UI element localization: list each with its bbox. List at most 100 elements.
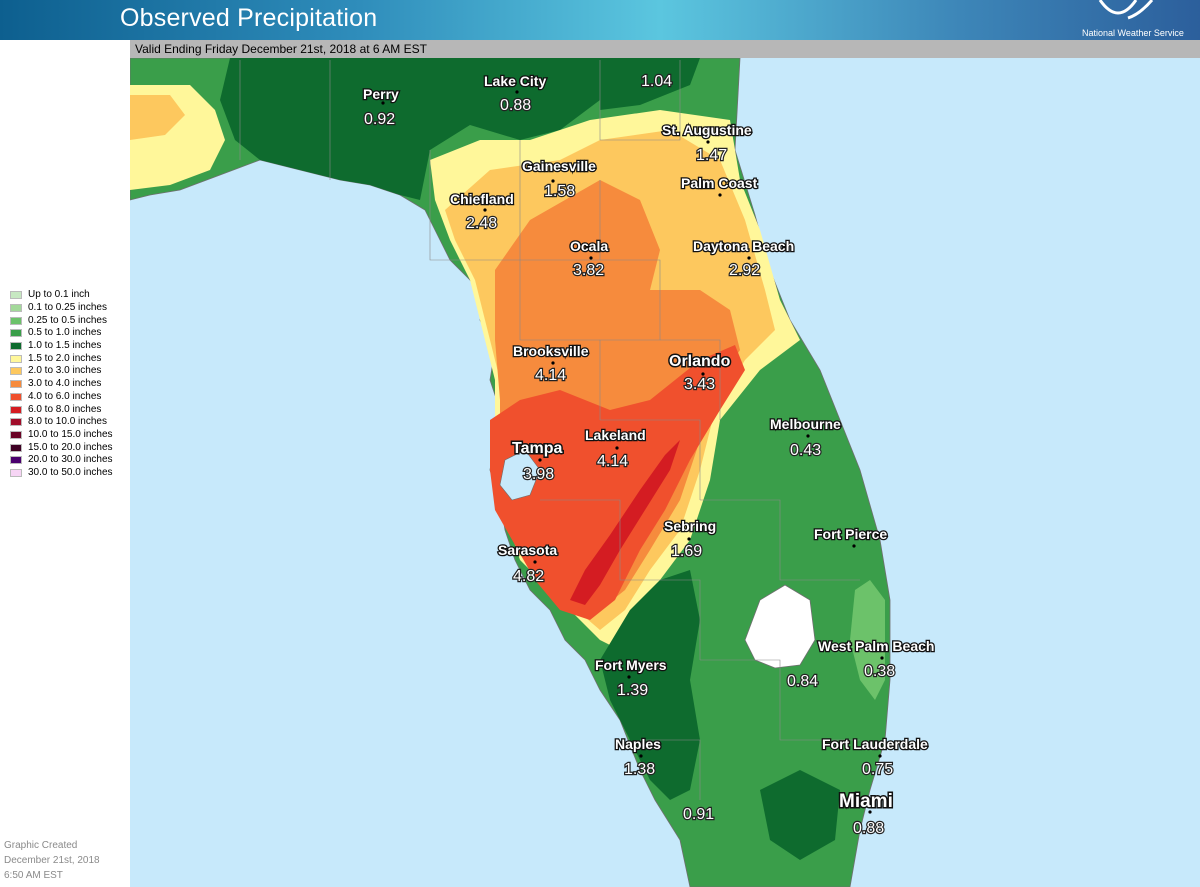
station-west-palm-beach: West Palm Beach 0.38 bbox=[817, 637, 936, 682]
station-perry: Perry 0.92 bbox=[362, 85, 401, 129]
florida-map-svg: Perry 0.92 Lake City 0.88 1.04 St. Augusti… bbox=[130, 57, 936, 887]
station-name: Chiefland bbox=[450, 191, 514, 207]
tampa-bay bbox=[499, 449, 541, 501]
legend-swatch bbox=[10, 316, 22, 325]
station-name: Ocala bbox=[570, 238, 608, 254]
station-everglades: 0.91 bbox=[682, 805, 716, 824]
legend-swatch bbox=[10, 380, 22, 389]
nws-logo-icon bbox=[1098, 0, 1154, 20]
station-jacksonville: 1.04 bbox=[640, 72, 674, 91]
station-lake-city: Lake City 0.88 bbox=[483, 72, 548, 116]
station-value: 0.92 bbox=[364, 111, 395, 128]
station-clewiston: 0.84 bbox=[786, 672, 820, 691]
station-value: 0.88 bbox=[500, 97, 531, 114]
legend-label: 0.25 to 0.5 inches bbox=[28, 314, 107, 326]
legend-label: 1.5 to 2.0 inches bbox=[28, 352, 102, 364]
panhandle-orange bbox=[130, 95, 185, 140]
station-value: 0.88 bbox=[853, 820, 884, 837]
station-gainesville: Gainesville 1.58 bbox=[521, 157, 598, 202]
credit-line-2: December 21st, 2018 bbox=[4, 855, 100, 866]
station-lakeland: Lakeland 4.14 bbox=[584, 426, 647, 472]
precipitation-map: Perry 0.92 Lake City 0.88 1.04 St. Augusti… bbox=[130, 40, 1200, 887]
station-value: 0.91 bbox=[683, 806, 714, 823]
station-value: 1.38 bbox=[624, 761, 655, 778]
legend-item: 8.0 to 10.0 inches bbox=[10, 416, 113, 429]
agency-name: National Weather Service bbox=[1082, 28, 1184, 38]
legend-swatch bbox=[10, 329, 22, 338]
valid-time-text: Valid Ending Friday December 21st, 2018 … bbox=[135, 42, 427, 56]
station-naples: Naples 1.38 bbox=[614, 735, 663, 780]
station-fort-lauderdale: Fort Lauderdale 0.75 bbox=[821, 735, 930, 780]
dark-green-north-east bbox=[600, 58, 700, 110]
station-value: 4.82 bbox=[513, 568, 544, 585]
legend-label: 15.0 to 20.0 inches bbox=[28, 441, 113, 453]
legend-item: 15.0 to 20.0 inches bbox=[10, 441, 113, 454]
station-value: 0.75 bbox=[862, 761, 893, 778]
station-value: 3.43 bbox=[684, 376, 715, 393]
station-tampa: Tampa 3.98 bbox=[511, 439, 564, 485]
station-st-augustine: St. Augustine 1.47 bbox=[661, 121, 754, 165]
legend-label: Up to 0.1 inch bbox=[28, 289, 90, 301]
legend-label: 0.5 to 1.0 inches bbox=[28, 327, 102, 339]
page-title: Observed Precipitation bbox=[120, 4, 378, 32]
station-value: 4.14 bbox=[535, 367, 566, 384]
valid-time-bar bbox=[130, 40, 1200, 58]
legend-swatch bbox=[10, 291, 22, 300]
legend-label: 2.0 to 3.0 inches bbox=[28, 365, 102, 377]
legend-label: 4.0 to 6.0 inches bbox=[28, 390, 102, 402]
station-name: Fort Lauderdale bbox=[822, 736, 928, 752]
dark-green-north bbox=[220, 58, 600, 200]
station-ocala: Ocala 3.82 bbox=[569, 237, 610, 281]
red-orange-band bbox=[490, 345, 745, 620]
station-name: Gainesville bbox=[522, 158, 596, 174]
legend-label: 30.0 to 50.0 inches bbox=[28, 466, 113, 478]
station-name: Tampa bbox=[512, 440, 562, 457]
station-name: Sebring bbox=[664, 518, 716, 534]
station-name: St. Augustine bbox=[662, 122, 752, 138]
station-value: 2.48 bbox=[466, 215, 497, 232]
legend-label: 3.0 to 4.0 inches bbox=[28, 378, 102, 390]
station-name: Daytona Beach bbox=[693, 238, 794, 254]
legend-swatch bbox=[10, 405, 22, 414]
station-name: Miami bbox=[839, 791, 893, 812]
header-bar: Observed Precipitation National Weather … bbox=[0, 0, 1200, 40]
legend-label: 8.0 to 10.0 inches bbox=[28, 416, 107, 428]
station-name: West Palm Beach bbox=[818, 638, 934, 654]
station-value: 1.69 bbox=[671, 543, 702, 560]
station-name: Palm Coast bbox=[681, 175, 758, 191]
legend-item: 1.0 to 1.5 inches bbox=[10, 340, 113, 353]
legend-swatch bbox=[10, 392, 22, 401]
station-name: Perry bbox=[363, 86, 399, 102]
station-value: 3.98 bbox=[523, 466, 554, 483]
graphic-created-credit: Graphic Created December 21st, 2018 6:50… bbox=[4, 838, 100, 883]
legend-item: 0.25 to 0.5 inches bbox=[10, 314, 113, 327]
red-streak bbox=[570, 440, 680, 605]
legend-item: 1.5 to 2.0 inches bbox=[10, 352, 113, 365]
station-fort-pierce: Fort Pierce bbox=[813, 525, 889, 548]
legend-item: 30.0 to 50.0 inches bbox=[10, 467, 113, 480]
legend-swatch bbox=[10, 367, 22, 376]
county-lines bbox=[239, 60, 860, 800]
station-brooksville: Brooksville 4.14 bbox=[512, 342, 590, 386]
station-value: 1.04 bbox=[641, 73, 672, 90]
legend-item: 10.0 to 15.0 inches bbox=[10, 429, 113, 442]
station-name: Lake City bbox=[484, 73, 546, 89]
legend-label: 20.0 to 30.0 inches bbox=[28, 454, 113, 466]
station-name: Orlando bbox=[669, 353, 731, 370]
station-sarasota: Sarasota 4.82 bbox=[497, 541, 559, 587]
dark-green-se bbox=[760, 770, 840, 860]
station-value: 4.14 bbox=[597, 453, 628, 470]
legend-item: 4.0 to 6.0 inches bbox=[10, 391, 113, 404]
credit-line-3: 6:50 AM EST bbox=[4, 870, 63, 881]
precipitation-legend: Up to 0.1 inch 0.1 to 0.25 inches 0.25 to … bbox=[10, 289, 113, 479]
station-value: 0.43 bbox=[790, 442, 821, 459]
station-value: 0.38 bbox=[864, 663, 895, 680]
station-name: Brooksville bbox=[513, 343, 589, 359]
legend-item: 2.0 to 3.0 inches bbox=[10, 365, 113, 378]
legend-label: 6.0 to 8.0 inches bbox=[28, 403, 102, 415]
legend-swatch bbox=[10, 304, 22, 313]
station-name: Naples bbox=[615, 736, 661, 752]
station-value: 2.92 bbox=[729, 262, 760, 279]
station-chiefland: Chiefland 2.48 bbox=[449, 190, 515, 234]
credit-line-1: Graphic Created bbox=[4, 840, 78, 851]
